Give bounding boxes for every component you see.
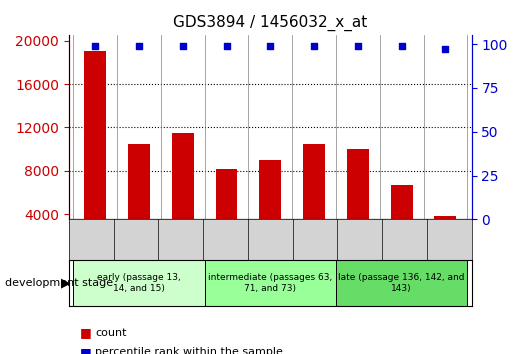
Text: late (passage 136, 142, and
143): late (passage 136, 142, and 143) xyxy=(338,274,465,293)
Bar xyxy=(336,260,467,306)
Bar xyxy=(128,144,150,257)
Point xyxy=(135,43,143,49)
Text: intermediate (passages 63,
71, and 73): intermediate (passages 63, 71, and 73) xyxy=(208,274,332,293)
Text: early (passage 13,
14, and 15): early (passage 13, 14, and 15) xyxy=(97,274,181,293)
Bar xyxy=(205,260,336,306)
Point xyxy=(310,43,319,49)
Point xyxy=(179,43,187,49)
Bar xyxy=(172,133,193,257)
Point xyxy=(398,43,406,49)
Point xyxy=(222,43,231,49)
Text: count: count xyxy=(95,328,127,338)
Bar xyxy=(84,51,106,257)
Point xyxy=(266,43,275,49)
Text: ■: ■ xyxy=(80,326,91,339)
Text: ▶: ▶ xyxy=(61,277,70,290)
Bar xyxy=(391,185,412,257)
Bar xyxy=(435,216,456,257)
Text: development stage: development stage xyxy=(5,278,113,288)
Title: GDS3894 / 1456032_x_at: GDS3894 / 1456032_x_at xyxy=(173,15,367,31)
Text: percentile rank within the sample: percentile rank within the sample xyxy=(95,347,283,354)
Point xyxy=(441,47,449,52)
Bar xyxy=(73,260,205,306)
Bar xyxy=(216,169,237,257)
Bar xyxy=(347,149,369,257)
Bar xyxy=(303,144,325,257)
Point xyxy=(354,43,362,49)
Bar xyxy=(259,160,281,257)
Point xyxy=(91,43,100,49)
Text: ■: ■ xyxy=(80,346,91,354)
